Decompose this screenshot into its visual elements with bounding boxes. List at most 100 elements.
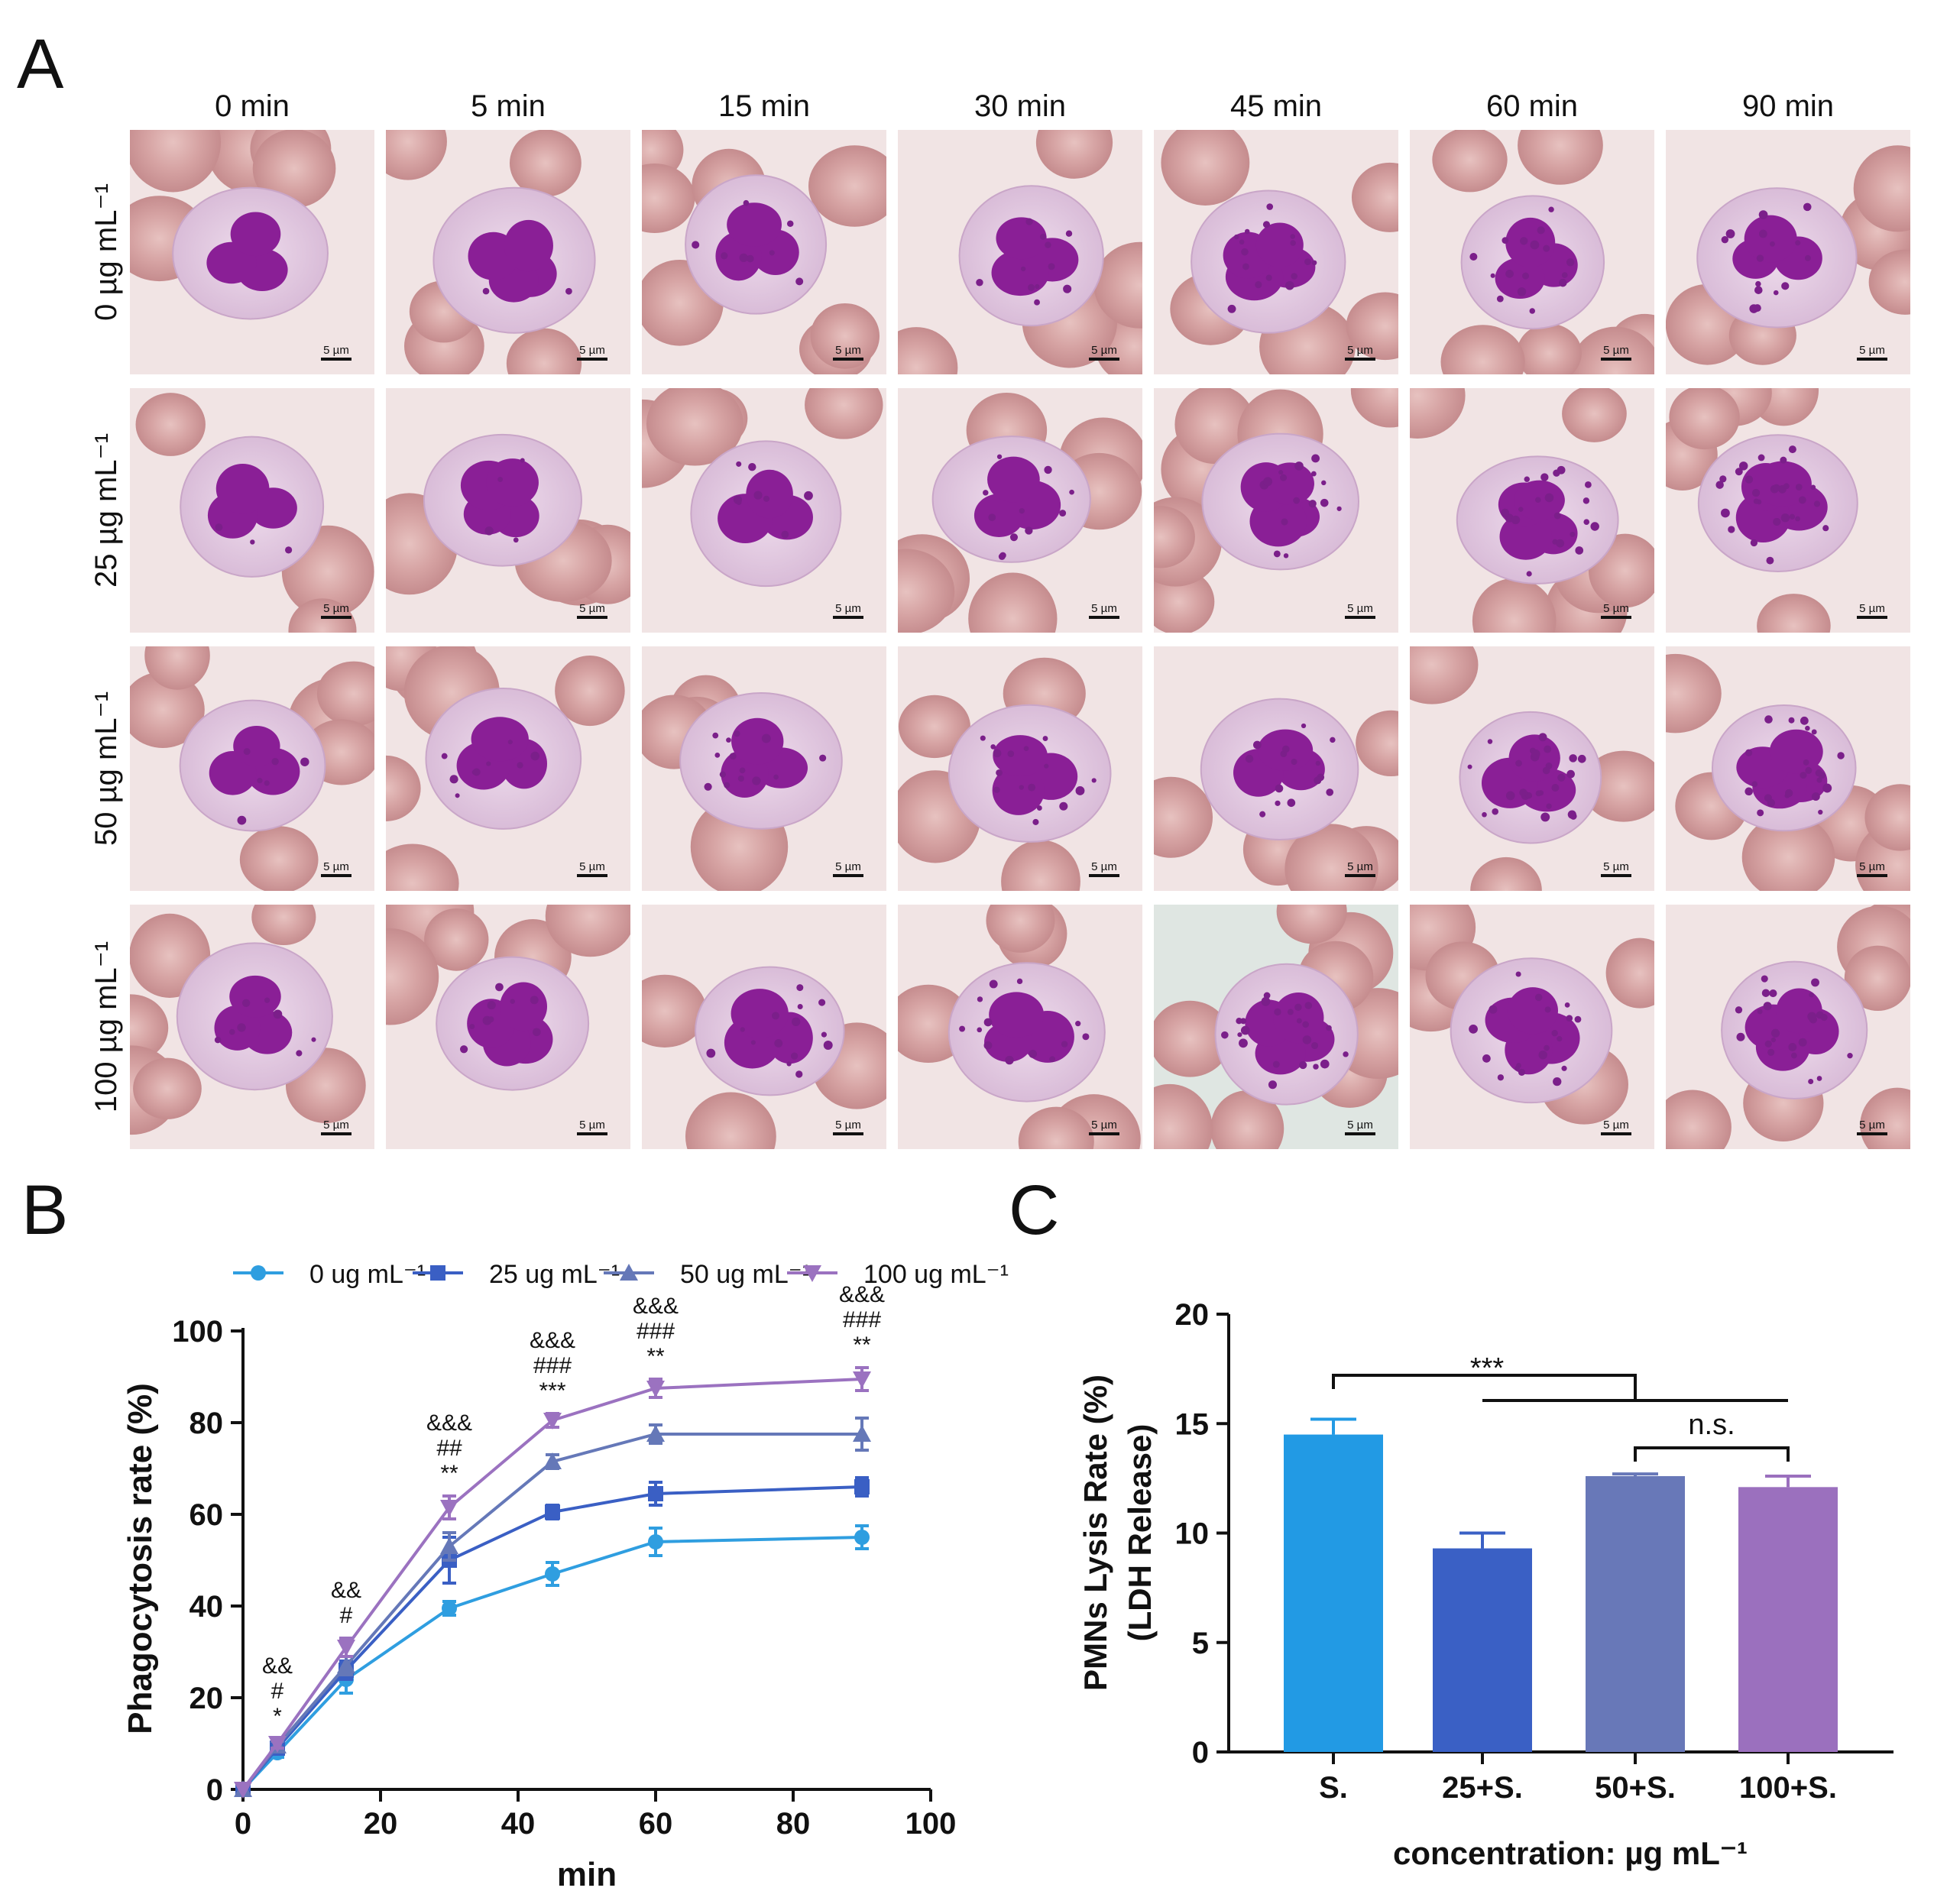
micrograph-tile: 5 µm bbox=[1666, 905, 1910, 1149]
annotation-text: *** bbox=[539, 1378, 565, 1404]
micrograph-tile: 5 µm bbox=[1666, 646, 1910, 891]
red-blood-cell bbox=[1517, 323, 1582, 374]
particle bbox=[1273, 550, 1281, 558]
particle bbox=[1820, 1014, 1828, 1022]
red-blood-cell bbox=[1470, 856, 1542, 891]
particle bbox=[1511, 515, 1521, 525]
particle bbox=[804, 491, 813, 500]
bar-group: 100+S. bbox=[1738, 1475, 1838, 1805]
data-point bbox=[442, 1601, 457, 1616]
particle bbox=[1321, 480, 1327, 486]
particle bbox=[520, 458, 525, 463]
red-blood-cell bbox=[1432, 130, 1508, 193]
particle bbox=[1569, 754, 1577, 763]
micrograph-tile: 5 µm bbox=[386, 646, 630, 891]
panel-c-bar-chart: 0 5 10 15 20 S. 25+S. 50+S. 100+S. *** n.s. con… bbox=[1077, 1298, 1894, 1871]
particle bbox=[1813, 500, 1821, 507]
particle bbox=[1027, 283, 1035, 291]
particle bbox=[1811, 792, 1820, 801]
particle bbox=[1065, 230, 1073, 237]
red-blood-cell bbox=[1410, 388, 1466, 439]
particle bbox=[1798, 1038, 1807, 1047]
particle bbox=[1505, 270, 1514, 278]
particle bbox=[1557, 1036, 1563, 1042]
particle bbox=[1343, 1051, 1349, 1057]
particle bbox=[796, 984, 804, 992]
particle bbox=[1788, 445, 1796, 454]
particle bbox=[1045, 241, 1051, 248]
particle bbox=[1020, 266, 1026, 272]
particle bbox=[1293, 497, 1301, 504]
nucleus-lobe bbox=[727, 202, 782, 247]
x-tick-label: S. bbox=[1319, 1771, 1348, 1805]
particle bbox=[1805, 766, 1813, 774]
particle bbox=[1566, 258, 1575, 267]
micrograph-tile: 5 µm bbox=[1154, 130, 1398, 374]
particle bbox=[1266, 203, 1274, 210]
particle bbox=[1789, 513, 1796, 520]
x-axis-label: concentration: µg mL⁻¹ bbox=[1393, 1835, 1748, 1871]
particle bbox=[1585, 481, 1592, 488]
particle bbox=[1236, 1018, 1242, 1025]
particle bbox=[1785, 788, 1793, 798]
micrograph-tile: 5 µm bbox=[130, 388, 374, 633]
red-blood-cell bbox=[1741, 814, 1835, 891]
particle bbox=[996, 769, 1003, 776]
particle bbox=[1294, 461, 1304, 471]
annotation-text: ** bbox=[646, 1344, 665, 1369]
particle bbox=[1764, 1040, 1772, 1048]
particle bbox=[1244, 228, 1250, 235]
particle bbox=[1781, 282, 1790, 290]
data-point bbox=[648, 1534, 663, 1549]
particle bbox=[1240, 1025, 1250, 1035]
row-label: 0 µg mL⁻¹ bbox=[89, 183, 123, 321]
red-blood-cell bbox=[1440, 325, 1525, 374]
particle bbox=[1570, 531, 1576, 537]
legend-label: 100 ug mL⁻¹ bbox=[863, 1260, 1009, 1289]
particle bbox=[1566, 1015, 1573, 1022]
nucleus-lobe bbox=[987, 456, 1040, 503]
particle bbox=[1091, 778, 1097, 783]
particle bbox=[311, 1037, 316, 1042]
particle bbox=[714, 752, 721, 758]
particle bbox=[1791, 1052, 1797, 1059]
particle bbox=[1553, 469, 1560, 477]
particle bbox=[1044, 763, 1049, 769]
particle bbox=[1719, 475, 1727, 483]
particle bbox=[1800, 716, 1809, 725]
y-tick-label: 0 bbox=[206, 1773, 223, 1807]
particle bbox=[752, 776, 761, 785]
particle bbox=[1239, 1038, 1248, 1048]
x-axis-label: min bbox=[557, 1856, 617, 1893]
particle bbox=[1063, 284, 1072, 293]
annotation-text: &&& bbox=[633, 1294, 679, 1319]
micrograph-tile: 5 µm bbox=[130, 130, 374, 374]
red-blood-cell bbox=[1864, 784, 1910, 851]
scale-bar-label: 5 µm bbox=[835, 1119, 861, 1132]
x-tick-label: 20 bbox=[364, 1807, 398, 1841]
particle bbox=[1577, 754, 1586, 763]
particle bbox=[1275, 784, 1284, 793]
significance-brackets: *** n.s. bbox=[1332, 1352, 1790, 1462]
particle bbox=[1728, 526, 1735, 533]
particle bbox=[1237, 1032, 1242, 1038]
particle bbox=[455, 793, 460, 798]
particle bbox=[989, 980, 998, 989]
particle bbox=[1735, 468, 1743, 476]
particle bbox=[1758, 210, 1768, 219]
particle bbox=[1590, 522, 1599, 531]
particle bbox=[1326, 1025, 1332, 1031]
micrograph-tile: 5 µm bbox=[386, 388, 630, 633]
nucleus-lobe bbox=[230, 212, 281, 257]
particle bbox=[1304, 258, 1311, 266]
scale-bar-label: 5 µm bbox=[1603, 344, 1629, 357]
particle bbox=[1803, 202, 1812, 212]
particle bbox=[1059, 510, 1067, 517]
scale-bar-label: 5 µm bbox=[835, 344, 861, 357]
red-blood-cell bbox=[1356, 710, 1398, 777]
particle bbox=[1715, 481, 1724, 489]
particle bbox=[1272, 1060, 1280, 1068]
particle bbox=[724, 782, 731, 788]
nucleus-lobe bbox=[973, 494, 1025, 537]
particle bbox=[1025, 218, 1033, 225]
